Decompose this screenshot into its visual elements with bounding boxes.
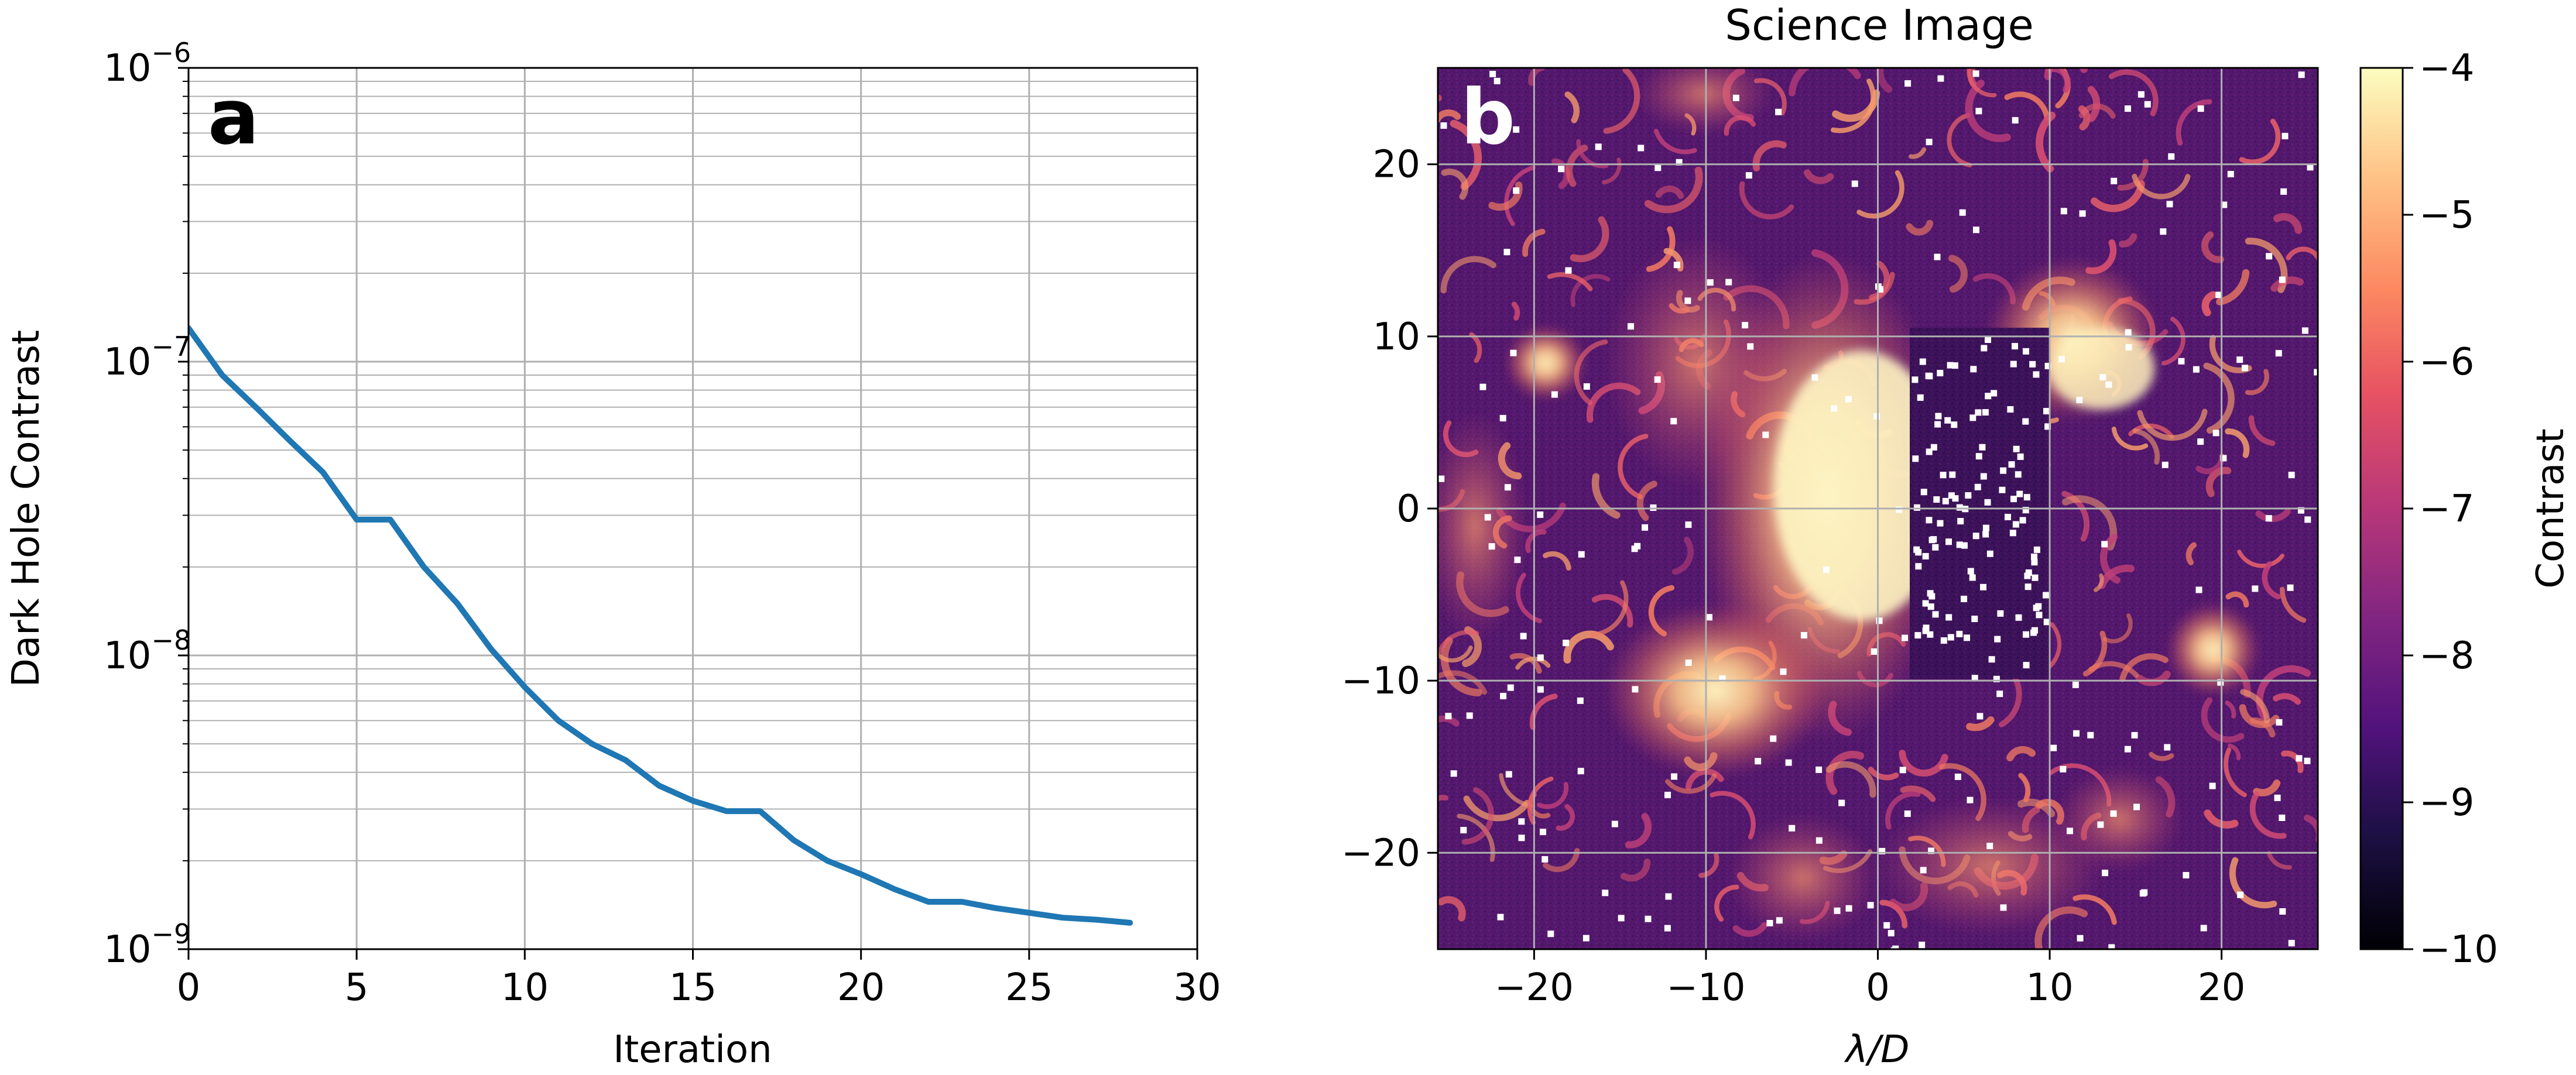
y-tick-label: 10−8 bbox=[104, 624, 191, 678]
panel-a-line-chart: 0 5 10 15 20 25 30 10−9 10−8 10−7 10−6 a Iteratio… bbox=[5, 37, 1221, 1071]
x-tick-label: 30 bbox=[1173, 966, 1221, 1009]
panel-b-y-ticks: 20 10 0 −10 −20 bbox=[1341, 143, 1438, 875]
y-tick-label: 10−6 bbox=[104, 37, 191, 90]
x-tick-label: 25 bbox=[1005, 966, 1053, 1009]
colorbar-label: Contrast bbox=[2529, 428, 2572, 588]
colorbar-tick-label: −4 bbox=[2419, 47, 2474, 90]
y-tick-label: 20 bbox=[1373, 143, 1420, 187]
panel-b-label: b bbox=[1461, 73, 1515, 162]
colorbar-ticks: −4 −5 −6 −7 −8 −9 −10 bbox=[2403, 47, 2498, 971]
y-tick-label: −10 bbox=[1341, 660, 1420, 703]
contrast-series-line bbox=[189, 325, 1133, 926]
panel-b-x-axis-label: λ/D bbox=[1844, 1028, 1910, 1071]
colorbar: −4 −5 −6 −7 −8 −9 −10 Contrast bbox=[2359, 47, 2572, 971]
y-tick-label: 10−7 bbox=[104, 331, 191, 384]
colorbar-tick-label: −6 bbox=[2419, 341, 2474, 384]
science-image-heatmap bbox=[1438, 68, 2318, 949]
panel-a-y-ticks: 10−9 10−8 10−7 10−6 bbox=[104, 37, 191, 971]
y-tick-label: 0 bbox=[1396, 487, 1420, 531]
panel-a-x-ticks: 0 5 10 15 20 25 30 bbox=[177, 949, 1221, 1009]
x-tick-label: 20 bbox=[837, 966, 885, 1009]
panel-b-title: Science Image bbox=[1725, 1, 2033, 50]
y-tick-label: −20 bbox=[1341, 832, 1420, 875]
x-tick-label: 5 bbox=[345, 966, 369, 1009]
y-tick-label: 10−9 bbox=[104, 918, 191, 971]
panel-b-x-ticks: −20 −10 0 10 20 bbox=[1495, 949, 2245, 1009]
colorbar-tick-label: −8 bbox=[2419, 634, 2474, 678]
x-tick-label: −20 bbox=[1495, 966, 1574, 1009]
x-tick-label: 0 bbox=[1866, 966, 1890, 1009]
x-tick-label: 20 bbox=[2198, 966, 2245, 1009]
dark-hole-region bbox=[1910, 328, 2049, 679]
panel-a-y-axis-label: Dark Hole Contrast bbox=[5, 330, 48, 687]
x-tick-label: 0 bbox=[177, 966, 201, 1009]
x-tick-label: 10 bbox=[501, 966, 549, 1009]
panel-b-grid bbox=[1438, 68, 2318, 949]
panel-a-x-axis-label: Iteration bbox=[613, 1028, 772, 1071]
colorbar-tick-label: −9 bbox=[2419, 781, 2474, 825]
colorbar-gradient bbox=[2359, 67, 2404, 950]
panel-a-grid bbox=[189, 68, 1197, 949]
x-tick-label: 15 bbox=[669, 966, 717, 1009]
bright-pixels bbox=[1438, 70, 2318, 949]
colorbar-tick-label: −10 bbox=[2419, 928, 2498, 971]
colorbar-tick-label: −5 bbox=[2419, 194, 2474, 237]
x-tick-label: 10 bbox=[2026, 966, 2073, 1009]
x-tick-label: −10 bbox=[1666, 966, 1745, 1009]
panel-a-label: a bbox=[208, 73, 259, 162]
y-tick-label: 10 bbox=[1373, 315, 1420, 359]
colorbar-tick-label: −7 bbox=[2419, 487, 2474, 531]
